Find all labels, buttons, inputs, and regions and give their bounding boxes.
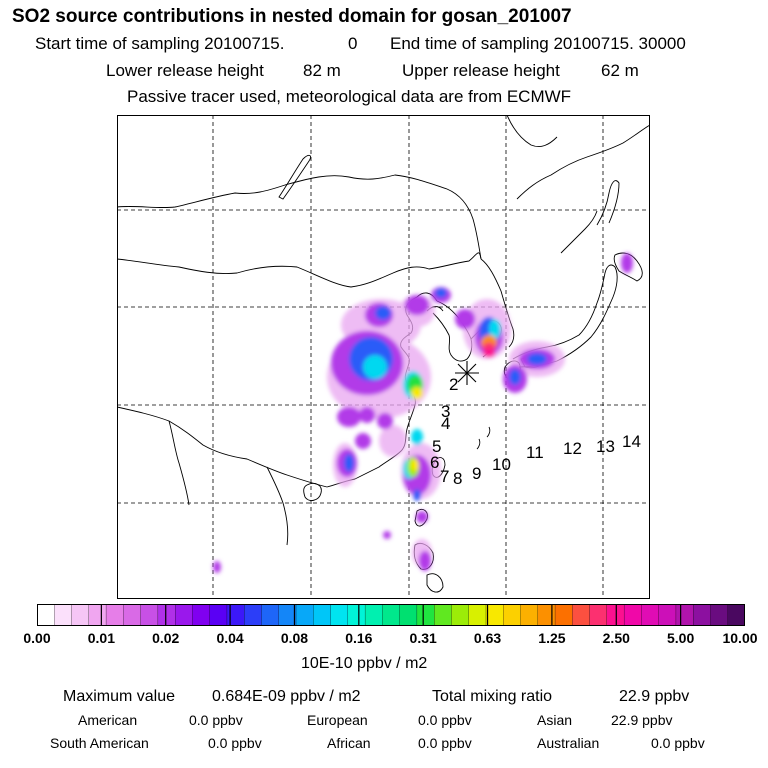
region-name: African [327, 735, 371, 751]
color-scale-cell [330, 604, 349, 626]
region-value: 0.0 ppbv [651, 735, 705, 751]
color-scale-tick-label: 0.16 [345, 630, 373, 646]
color-scale-tick-label: 0.00 [23, 630, 51, 646]
lower-release-label: Lower release height [106, 61, 264, 80]
color-scale-tick-label: 1.25 [538, 630, 566, 646]
color-scale-cell [503, 604, 522, 626]
start-time-label: Start time of sampling 20100715. [35, 34, 285, 53]
color-scale-cell [174, 604, 193, 626]
color-scale-tick-label: 0.01 [87, 630, 115, 646]
end-time-label: End time of sampling 20100715. 30000 [390, 34, 686, 53]
so2-contribution-field [213, 253, 633, 573]
trajectory-label: 6 [430, 453, 440, 472]
color-scale-cell [209, 604, 228, 626]
color-scale-cell [140, 604, 159, 626]
color-scale-units: 10E-10 ppbv / m2 [301, 655, 428, 672]
color-scale-cell [71, 604, 90, 626]
color-scale-cell [572, 604, 591, 626]
color-scale-cell [641, 604, 660, 626]
trajectory-label: 4 [441, 414, 451, 433]
receptor-star-icon [455, 361, 479, 385]
color-scale-cell [399, 604, 418, 626]
color-scale-cell [675, 604, 694, 626]
color-scale-cell [105, 604, 124, 626]
color-scale-tick-label: 0.63 [473, 630, 502, 646]
upper-release-value: 62 m [601, 61, 639, 80]
color-scale-cell [278, 604, 297, 626]
trajectory-label: 10 [492, 455, 511, 474]
trajectory-label: 9 [472, 464, 482, 483]
color-scale-tick-label: 0.08 [280, 630, 309, 646]
max-value: 0.684E-09 ppbv / m2 [212, 688, 361, 705]
color-scale-cell [520, 604, 539, 626]
total-mixing-label: Total mixing ratio [432, 688, 553, 705]
color-scale-cell [623, 604, 642, 626]
plot-title: SO2 source contributions in nested domai… [12, 6, 572, 27]
trajectory-label: 7 [440, 467, 450, 486]
trajectory-label: 3 [441, 402, 451, 421]
color-scale-cell [192, 604, 211, 626]
color-scale-cell [693, 604, 712, 626]
color-scale-tick-label: 0.02 [152, 630, 180, 646]
color-scale-cell [54, 604, 73, 626]
region-value: 0.0 ppbv [189, 712, 243, 728]
trajectory-label: 14 [622, 432, 641, 451]
color-scale-cell [537, 604, 556, 626]
tracer-note: Passive tracer used, meteorological data… [127, 87, 572, 106]
color-scale-cell [364, 604, 383, 626]
color-scale-cell [416, 604, 435, 626]
trajectory-label: 13 [596, 437, 615, 456]
region-name: Asian [537, 712, 573, 728]
lower-release-value: 82 m [303, 61, 341, 80]
color-scale-cell [244, 604, 263, 626]
trajectory-label: 11 [526, 443, 544, 462]
color-scale-tick-label: 0.31 [409, 630, 437, 646]
color-scale-bar [37, 604, 745, 626]
color-scale-cell [468, 604, 487, 626]
color-scale-tick-label: 0.04 [216, 630, 244, 646]
trajectory-label: 5 [432, 437, 442, 456]
region-name: Australian [537, 735, 600, 751]
color-scale-cell [589, 604, 608, 626]
color-scale-cell [451, 604, 470, 626]
color-scale-cell [313, 604, 332, 626]
color-scale-cell [710, 604, 729, 626]
lat-lon-grid [117, 115, 650, 599]
region-name: American [78, 712, 138, 728]
color-scale-cell [347, 604, 366, 626]
color-scale-cell [157, 604, 176, 626]
color-scale-cell [88, 604, 107, 626]
color-scale-tick-label: 10.00 [722, 630, 758, 646]
map-panel [117, 115, 650, 599]
color-scale-cell [295, 604, 314, 626]
trajectory-label: 8 [453, 469, 463, 488]
color-scale-cell [434, 604, 452, 626]
trajectory-label: 12 [563, 439, 582, 458]
max-value-label: Maximum value [63, 688, 176, 705]
color-scale-cell [261, 604, 280, 626]
color-scale-cell [123, 604, 142, 626]
region-name: South American [50, 735, 149, 751]
total-mixing-value: 22.9 ppbv [619, 688, 690, 705]
color-scale-tick-label: 5.00 [667, 630, 695, 646]
color-scale-cell [382, 604, 401, 626]
color-scale-cell [727, 604, 745, 626]
color-scale-cell [658, 604, 677, 626]
region-value: 0.0 ppbv [418, 712, 472, 728]
color-scale-cell [554, 604, 573, 626]
color-scale-cell [37, 604, 55, 626]
region-value: 0.0 ppbv [418, 735, 472, 751]
upper-release-label: Upper release height [402, 61, 560, 80]
start-hour: 0 [348, 34, 358, 53]
color-scale-cell [485, 604, 504, 626]
region-value: 0.0 ppbv [208, 735, 262, 751]
color-scale-tick-label: 2.50 [602, 630, 630, 646]
region-value: 22.9 ppbv [611, 712, 673, 728]
trajectory-label: 2 [449, 375, 459, 394]
region-name: European [307, 712, 368, 728]
